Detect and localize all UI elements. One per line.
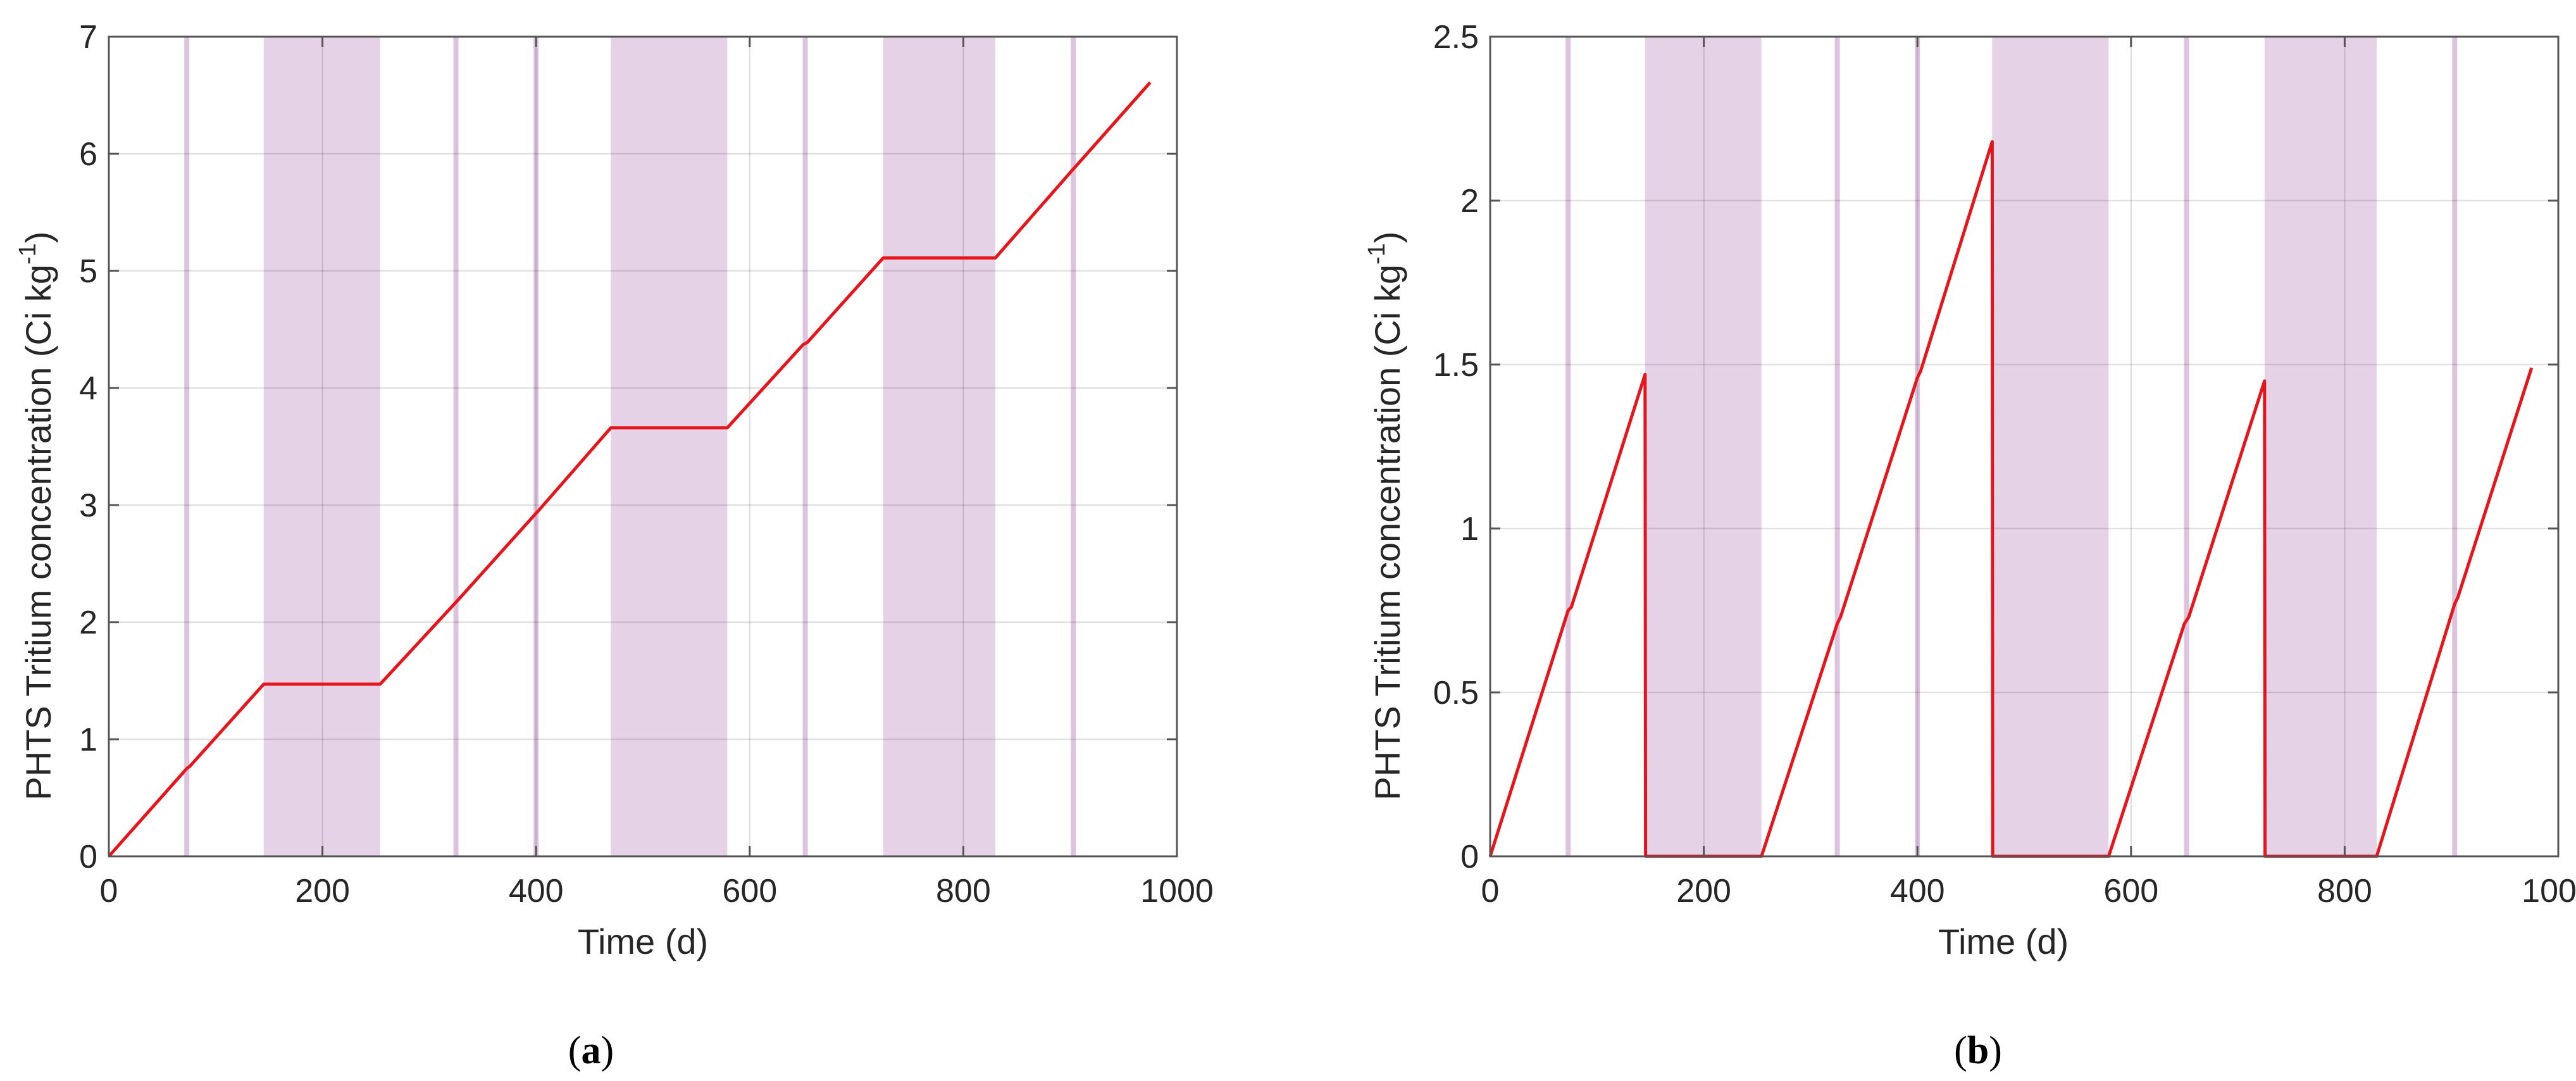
- thin-band-1: [453, 37, 459, 856]
- shaded-band-1: [611, 37, 728, 856]
- grid-lines: [109, 37, 1177, 856]
- x-tick-label-2: 400: [1890, 873, 1945, 909]
- y-axis-label: PHTS Tritium concentration (Ci kg-1): [1364, 232, 1407, 801]
- thin-band-4: [2452, 37, 2458, 856]
- series-line-group: [108, 81, 1152, 858]
- thin-band-2: [533, 37, 539, 856]
- x-tick-label-1: 200: [295, 873, 350, 909]
- axes-frame: [1489, 35, 2560, 858]
- shaded-band-2: [883, 37, 996, 856]
- y-tick-label-3: 3: [79, 487, 97, 524]
- y-tick-label-0: 0: [1460, 839, 1479, 875]
- thin-band-0: [184, 37, 190, 856]
- shaded-band-0: [263, 37, 380, 856]
- thin-band-3: [2184, 37, 2189, 856]
- y-tick-label-2: 2: [79, 604, 97, 641]
- shaded-band-2: [2264, 37, 2377, 856]
- series-line-0: [108, 81, 1152, 858]
- grid-lines: [1490, 37, 2558, 856]
- shaded-band-1: [1992, 37, 2109, 856]
- y-tick-label-5: 5: [79, 253, 97, 290]
- tick-marks: [1489, 35, 2560, 858]
- x-tick-label-1: 200: [1676, 873, 1731, 909]
- y-tick-label-1: 0.5: [1433, 675, 1479, 711]
- chart-panel-a: 0 200 400 600 800 1000 0 1 2 3 4 5 6 7 Time (d) PHTS…: [15, 19, 1214, 1072]
- x-tick-label-0: 0: [100, 873, 118, 909]
- x-tick-label-5: 1000: [2522, 873, 2576, 909]
- thin-band-1: [1834, 37, 1840, 856]
- y-tick-label-4: 4: [79, 370, 97, 407]
- y-tick-labels: 0 1 2 3 4 5 6 7: [79, 19, 97, 875]
- panel-caption-a: (a): [568, 1029, 614, 1072]
- shaded-bands: [1565, 37, 2458, 856]
- thin-band-3: [802, 37, 808, 856]
- y-tick-label-6: 6: [79, 136, 97, 173]
- y-tick-labels: 0 0.5 1 1.5 2 2.5: [1433, 19, 1479, 875]
- x-tick-label-3: 600: [2103, 873, 2158, 909]
- x-tick-label-5: 1000: [1140, 873, 1214, 909]
- y-tick-label-7: 7: [79, 19, 97, 56]
- x-tick-label-2: 400: [509, 873, 564, 909]
- y-axis-label: PHTS Tritium concentration (Ci kg-1): [15, 232, 58, 801]
- y-tick-label-1: 1: [79, 722, 97, 758]
- y-tick-label-2: 1: [1460, 511, 1479, 547]
- x-tick-label-0: 0: [1481, 873, 1500, 909]
- x-tick-labels: 0 200 400 600 800 1000: [100, 873, 1214, 909]
- y-tick-label-0: 0: [79, 839, 97, 875]
- y-tick-label-5: 2.5: [1433, 19, 1479, 56]
- x-tick-label-4: 800: [2317, 873, 2372, 909]
- axes-frame: [108, 35, 1178, 858]
- shaded-band-0: [1645, 37, 1762, 856]
- shaded-bands: [184, 37, 1076, 856]
- x-tick-label-3: 600: [722, 873, 777, 909]
- panel-caption-b: (b): [1954, 1029, 2002, 1072]
- tick-marks: [108, 35, 1178, 858]
- x-tick-labels: 0 200 400 600 800 1000: [1481, 873, 2576, 909]
- y-tick-label-3: 1.5: [1433, 347, 1479, 384]
- x-axis-label: Time (d): [578, 922, 708, 961]
- thin-band-0: [1565, 37, 1571, 856]
- x-tick-label-4: 800: [936, 873, 991, 909]
- x-axis-label: Time (d): [1938, 922, 2069, 961]
- y-tick-label-4: 2: [1460, 183, 1479, 220]
- thin-band-2: [1915, 37, 1920, 856]
- thin-band-4: [1071, 37, 1076, 856]
